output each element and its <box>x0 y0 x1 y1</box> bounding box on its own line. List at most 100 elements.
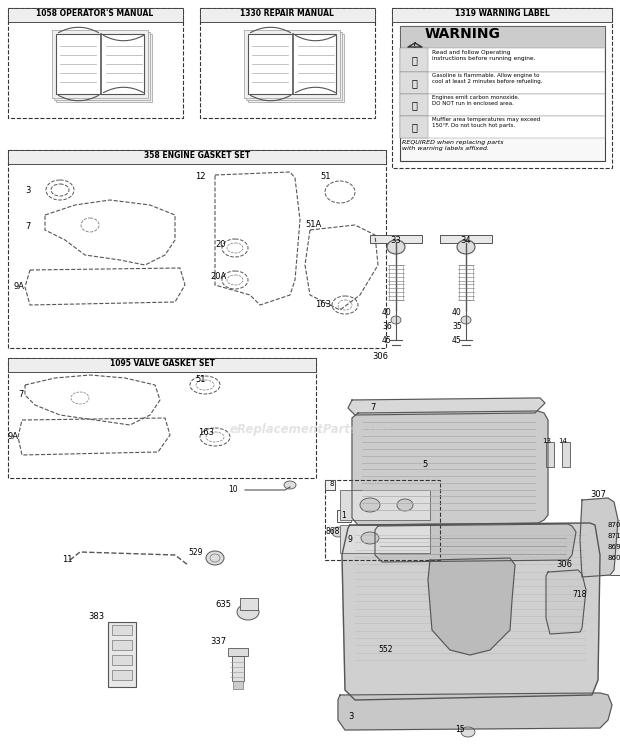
Bar <box>56 34 144 94</box>
Text: 163: 163 <box>315 300 331 309</box>
Text: 40: 40 <box>382 308 392 317</box>
Ellipse shape <box>332 527 344 537</box>
Bar <box>112 655 132 665</box>
Ellipse shape <box>461 727 475 737</box>
Bar <box>8 358 316 372</box>
Ellipse shape <box>361 532 379 544</box>
Bar <box>400 116 428 138</box>
Ellipse shape <box>206 551 224 565</box>
Text: Read and follow Operating
instructions before running engine.: Read and follow Operating instructions b… <box>432 50 536 61</box>
Ellipse shape <box>360 498 380 512</box>
Bar <box>546 442 554 467</box>
Bar <box>459 265 473 300</box>
Text: eReplacementParts.com: eReplacementParts.com <box>230 423 390 437</box>
Bar <box>392 8 612 168</box>
Text: 🌡: 🌡 <box>411 122 417 132</box>
Text: 868: 868 <box>325 527 339 536</box>
Text: 5: 5 <box>422 460 428 469</box>
Bar <box>232 656 244 681</box>
Text: 33: 33 <box>391 236 401 245</box>
Bar <box>370 235 422 243</box>
Bar <box>112 670 132 680</box>
Text: 1330 REPAIR MANUAL: 1330 REPAIR MANUAL <box>240 9 334 18</box>
Text: 163: 163 <box>198 428 214 437</box>
Text: 306: 306 <box>372 352 388 361</box>
Bar <box>8 358 316 478</box>
Text: Engines emit carbon monoxide.
DO NOT run in enclosed area.: Engines emit carbon monoxide. DO NOT run… <box>432 95 520 106</box>
Bar <box>325 480 335 490</box>
Ellipse shape <box>457 240 475 254</box>
Bar <box>200 8 375 118</box>
Text: 51A: 51A <box>305 220 321 229</box>
Bar <box>392 8 612 22</box>
Text: 51: 51 <box>320 172 330 181</box>
Bar <box>233 681 243 689</box>
Bar <box>246 32 342 100</box>
Text: 10: 10 <box>228 485 237 494</box>
Bar <box>8 150 386 164</box>
Text: 3: 3 <box>25 186 30 195</box>
Bar <box>389 265 403 300</box>
Text: 14: 14 <box>558 438 567 444</box>
Bar <box>340 525 430 553</box>
Text: 8: 8 <box>330 481 335 487</box>
Text: 1: 1 <box>342 511 347 520</box>
Bar <box>240 598 258 610</box>
Bar <box>606 520 620 533</box>
Bar <box>337 510 351 522</box>
Ellipse shape <box>391 316 401 324</box>
Text: 15: 15 <box>455 725 464 734</box>
Bar <box>325 480 440 560</box>
Bar <box>112 625 132 635</box>
Text: 358 ENGINE GASKET SET: 358 ENGINE GASKET SET <box>144 151 250 160</box>
Text: 871: 871 <box>608 533 620 539</box>
Bar <box>400 94 428 116</box>
Text: 💀: 💀 <box>411 100 417 110</box>
Polygon shape <box>546 570 586 634</box>
Text: 3: 3 <box>348 712 353 721</box>
Text: WARNING: WARNING <box>425 27 501 41</box>
Bar <box>228 648 248 656</box>
Text: 34: 34 <box>461 236 471 245</box>
Text: 9: 9 <box>348 535 353 544</box>
Bar <box>400 94 605 116</box>
Text: 51: 51 <box>195 375 205 384</box>
Text: 1319 WARNING LABEL: 1319 WARNING LABEL <box>454 9 549 18</box>
Bar <box>400 116 605 138</box>
Bar <box>400 72 605 94</box>
Bar <box>56 34 152 102</box>
Polygon shape <box>580 498 618 577</box>
Text: 7: 7 <box>18 390 24 399</box>
Bar <box>400 26 605 161</box>
Ellipse shape <box>387 240 405 254</box>
Text: 860: 860 <box>608 555 620 561</box>
Bar <box>8 8 183 22</box>
Text: 718: 718 <box>572 590 587 599</box>
Polygon shape <box>342 523 600 700</box>
Ellipse shape <box>461 316 471 324</box>
Text: 35: 35 <box>452 322 462 331</box>
Text: 306: 306 <box>556 560 572 569</box>
Text: 13: 13 <box>542 438 551 444</box>
Bar <box>8 8 183 118</box>
Bar <box>108 622 136 687</box>
Text: 36: 36 <box>382 322 392 331</box>
Ellipse shape <box>237 604 259 620</box>
Text: Muffler area temperatures may exceed
150°F. Do not touch hot parts.: Muffler area temperatures may exceed 150… <box>432 117 540 128</box>
Text: 7: 7 <box>370 403 375 412</box>
Text: 9A: 9A <box>14 282 25 291</box>
Text: 20A: 20A <box>210 272 226 281</box>
Text: 1095 VALVE GASKET SET: 1095 VALVE GASKET SET <box>110 359 215 368</box>
Text: 635: 635 <box>215 600 231 609</box>
Text: 383: 383 <box>88 612 104 621</box>
Bar <box>340 490 430 520</box>
Text: 45: 45 <box>382 336 392 345</box>
Text: 45: 45 <box>452 336 462 345</box>
Text: 552: 552 <box>378 645 392 654</box>
Text: 40: 40 <box>452 308 462 317</box>
Bar <box>8 150 386 348</box>
Bar <box>248 34 344 102</box>
Bar <box>112 640 132 650</box>
Polygon shape <box>348 398 545 415</box>
Text: 870: 870 <box>608 522 620 528</box>
